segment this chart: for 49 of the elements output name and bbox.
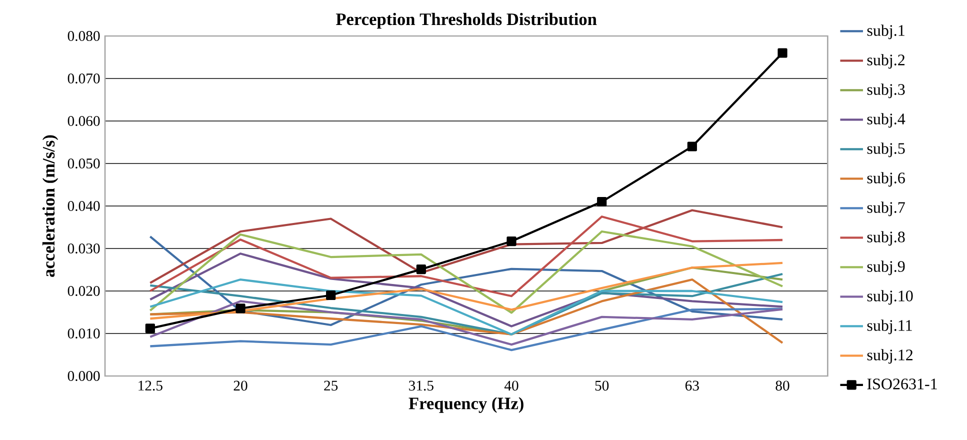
- y-tick-label: 0.010: [68, 328, 100, 338]
- legend-label: subj.9: [867, 260, 905, 276]
- legend-label: subj.6: [867, 172, 905, 187]
- x-tick-label: 12.5: [138, 380, 162, 391]
- legend-label: subj.1: [867, 24, 904, 40]
- y-tick-label: 0.040: [68, 201, 100, 211]
- legend-label: subj.12: [867, 349, 912, 364]
- point: [687, 142, 697, 152]
- y-tick-label: 0.080: [68, 31, 100, 41]
- legend-label: subj.10: [867, 290, 913, 305]
- point: [326, 290, 336, 300]
- point: [145, 324, 155, 334]
- line-series: [149, 262, 784, 320]
- line-series: [149, 300, 784, 346]
- line-series: [149, 216, 784, 298]
- x-tick-label: 80: [776, 380, 790, 391]
- line-series: [149, 230, 784, 314]
- line-series: [149, 252, 784, 328]
- point: [778, 48, 788, 58]
- line-series: [149, 236, 784, 326]
- x-tick-label: 63: [685, 380, 699, 391]
- point: [416, 264, 426, 274]
- y-tick-label: 0.000: [68, 371, 100, 381]
- x-tick-label: 50: [595, 380, 609, 391]
- legend-label: subj.3: [867, 84, 905, 98]
- line-series: [149, 209, 784, 284]
- x-tick-label: 20: [234, 380, 248, 391]
- x-axis-title: Frequency (Hz): [408, 397, 524, 413]
- chart-title: Perception Thresholds Distribution: [336, 12, 597, 29]
- point: [597, 196, 607, 207]
- x-tick-label: 40: [504, 380, 518, 391]
- legend-label: subj.7: [867, 202, 905, 216]
- y-tick-label: 0.060: [68, 116, 100, 126]
- x-tick-label: 25: [324, 380, 338, 391]
- x-tick-label: 31.5: [409, 380, 434, 391]
- legend-label: subj.11: [867, 320, 912, 334]
- y-tick-label: 0.070: [68, 74, 100, 84]
- legend-label: subj.2: [867, 54, 904, 69]
- legend-label: subj.8: [867, 231, 905, 246]
- y-tick-label: 0.050: [68, 158, 100, 168]
- legend-label: ISO2631-1: [867, 378, 937, 390]
- y-axis-title: acceleration (m/s/s): [42, 135, 58, 277]
- point: [506, 236, 516, 246]
- legend-label: subj.5: [867, 142, 905, 158]
- line-series: [149, 308, 784, 352]
- legend-label: subj.4: [867, 113, 906, 128]
- y-tick-label: 0.020: [68, 286, 100, 296]
- y-tick-label: 0.030: [68, 244, 100, 254]
- point: [236, 304, 246, 314]
